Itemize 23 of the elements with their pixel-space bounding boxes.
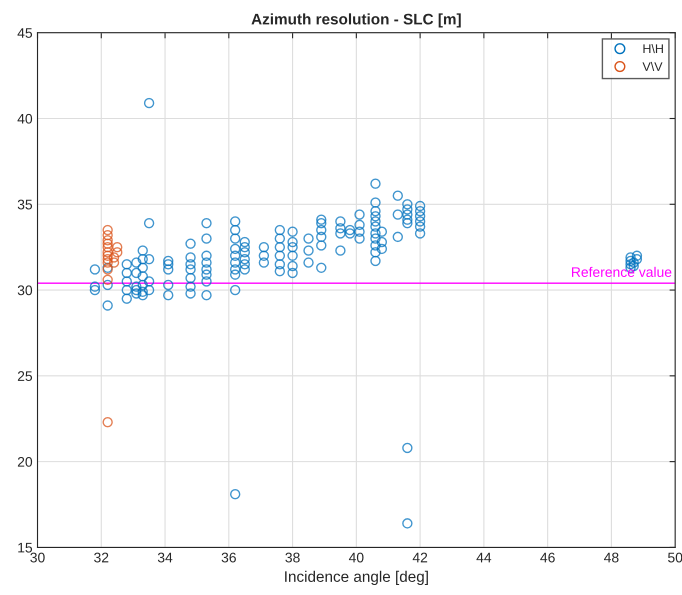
legend-label: V\V — [642, 62, 662, 72]
x-tick-label: 36 — [222, 552, 236, 562]
y-tick-label: 45 — [18, 28, 32, 38]
ref-line-label: Reference value — [572, 266, 672, 278]
x-tick-label: 38 — [285, 552, 300, 562]
chart-title: Azimuth resolution - SLC [m] — [251, 13, 461, 28]
y-tick-label: 40 — [18, 114, 32, 124]
y-tick-label: 20 — [18, 456, 32, 467]
x-tick-label: 46 — [540, 552, 555, 562]
y-tick-label: 25 — [18, 371, 32, 382]
x-tick-label: 34 — [158, 552, 172, 562]
y-tick-label: 30 — [18, 285, 32, 296]
x-axis-title: Incidence angle [deg] — [285, 570, 428, 586]
x-tick-label: 48 — [604, 552, 619, 562]
x-tick-label: 30 — [30, 552, 45, 562]
x-tick-label: 50 — [668, 552, 682, 562]
y-tick-label: 35 — [18, 200, 32, 210]
x-tick-label: 40 — [348, 552, 364, 562]
x-tick-label: 42 — [412, 552, 428, 562]
x-tick-label: 32 — [94, 552, 108, 562]
legend-label: H\H — [643, 44, 663, 54]
y-tick-label: 15 — [18, 542, 32, 553]
x-tick-label: 44 — [476, 552, 492, 562]
